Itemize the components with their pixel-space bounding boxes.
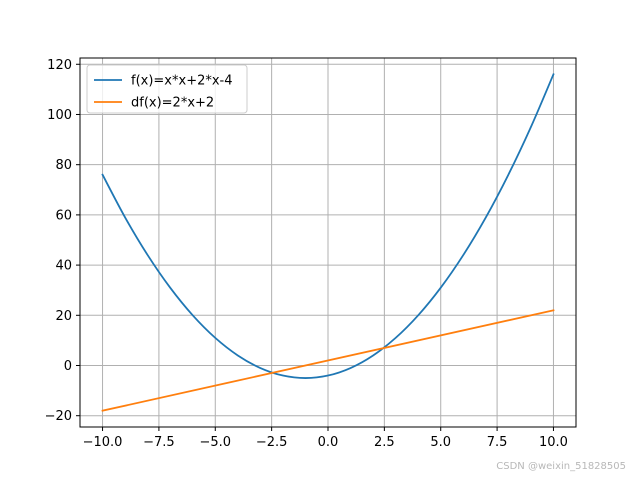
grid	[80, 58, 576, 427]
legend-box	[86, 64, 248, 114]
x-tick-label: 10.0	[539, 435, 568, 450]
y-tick-label: 120	[47, 58, 72, 73]
y-tick-label: 100	[47, 108, 72, 123]
series-layer	[101, 73, 555, 412]
x-tick-label: 2.5	[374, 435, 395, 450]
x-tick-label: 0.0	[318, 435, 339, 450]
x-tick-label: −2.5	[256, 435, 288, 450]
y-tick-label: 60	[55, 208, 72, 223]
y-tick-label: 40	[55, 259, 72, 274]
legend: f(x)=x*x+2*x-4 df(x)=2*x+2	[86, 64, 248, 114]
x-tick-label: −7.5	[143, 435, 175, 450]
y-tick-label: 80	[55, 158, 72, 173]
y-tick-label: 0	[64, 359, 72, 374]
x-tick-label: 7.5	[487, 435, 508, 450]
x-tick-label: 5.0	[430, 435, 451, 450]
y-tick-label: 20	[55, 309, 72, 324]
x-tick-label: −5.0	[199, 435, 231, 450]
legend-label: df(x)=2*x+2	[131, 96, 214, 111]
x-tick-label: −10.0	[83, 435, 123, 450]
series-line-0	[101, 73, 555, 379]
series-line-1	[101, 309, 555, 412]
axis-ticks: −10.0 −7.5 −5.0 −2.5 0.0 2.5 5.0 7.5 10.0 −20 0 20 4…	[45, 58, 568, 450]
legend-label: f(x)=x*x+2*x-4	[131, 74, 233, 89]
watermark: CSDN @weixin_51828505	[496, 461, 626, 472]
y-tick-label: −20	[45, 409, 72, 424]
